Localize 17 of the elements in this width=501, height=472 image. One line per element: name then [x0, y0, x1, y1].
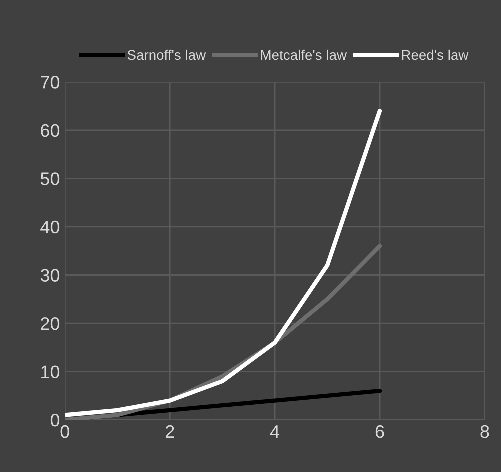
x-tick-label: 0	[60, 425, 70, 438]
legend-label: Reed's law	[402, 50, 469, 60]
x-tick-label: 6	[376, 425, 384, 438]
y-tick-label: 0	[50, 414, 60, 427]
legend-label: Sarnoff's law	[128, 50, 206, 60]
y-tick-label: 20	[41, 317, 60, 330]
y-tick-label: 50	[40, 172, 60, 186]
y-tick-label: 30	[40, 269, 60, 282]
y-tick-label: 70	[41, 76, 60, 89]
line-series	[65, 109, 382, 418]
y-tick-label: 40	[40, 220, 60, 234]
x-tick-label: 8	[480, 425, 490, 438]
x-tick-label: 2	[166, 425, 174, 438]
x-tick-label: 4	[270, 426, 280, 438]
y-tick-label: 10	[42, 366, 60, 379]
y-tick-label: 60	[41, 124, 60, 138]
legend-label: Metcalfe's law	[261, 50, 348, 60]
